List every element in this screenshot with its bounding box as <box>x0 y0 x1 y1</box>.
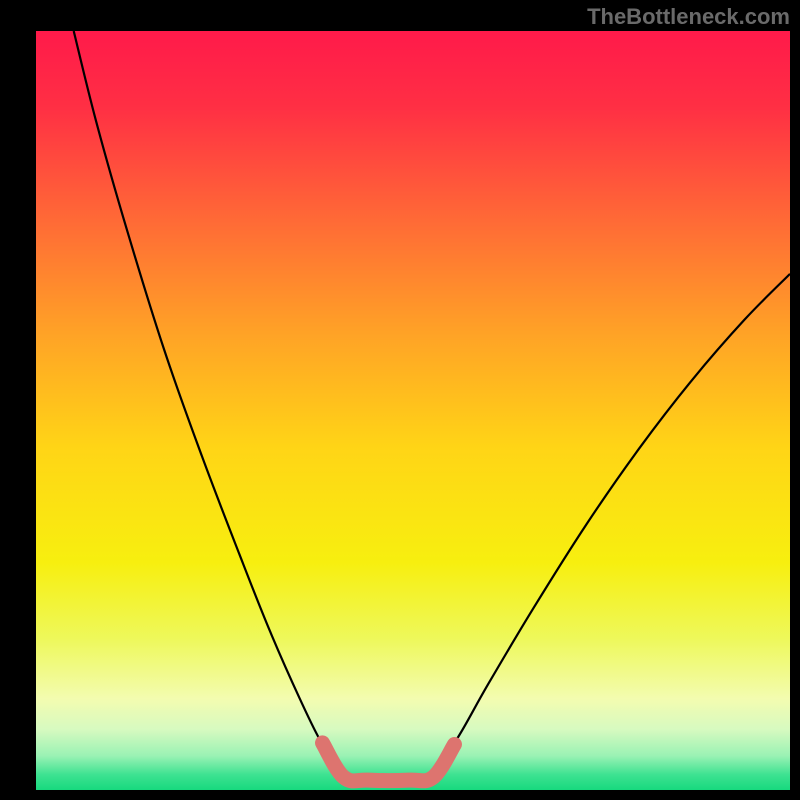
chart-container: { "watermark": { "text": "TheBottleneck.… <box>0 0 800 800</box>
chart-svg <box>0 0 800 800</box>
series-right-curve <box>436 274 790 769</box>
series-bottom-bracket <box>323 743 455 781</box>
series-left-curve <box>74 31 342 769</box>
watermark-text: TheBottleneck.com <box>587 4 790 30</box>
